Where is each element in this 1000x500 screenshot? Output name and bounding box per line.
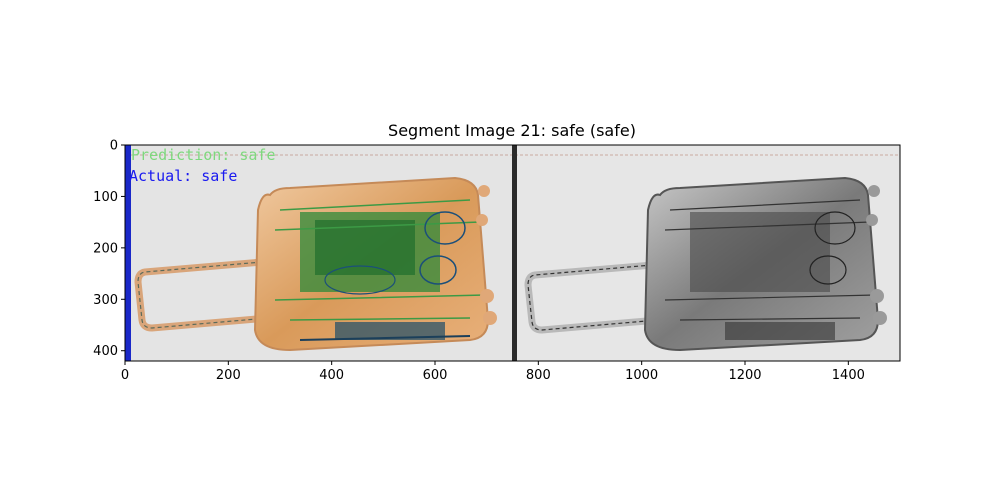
y-tick-label: 400 <box>93 344 118 359</box>
color-bag <box>134 176 497 352</box>
x-tick-label: 0 <box>121 368 129 383</box>
y-tick-label: 0 <box>110 139 118 154</box>
y-tick-label: 200 <box>93 241 118 256</box>
x-tick-label: 600 <box>423 368 448 383</box>
x-tick-label: 400 <box>319 368 344 383</box>
y-tick-label: 100 <box>93 190 118 205</box>
prediction-label: Prediction: safe <box>131 146 276 164</box>
x-axis: 0 200 400 600 800 1000 1200 1400 <box>121 361 865 383</box>
axes-frame <box>124 144 901 362</box>
grayscale-bag <box>524 176 887 352</box>
left-blue-bar <box>125 145 131 361</box>
panel-divider <box>512 145 517 361</box>
plot-area: Prediction: safe Actual: safe <box>125 145 900 361</box>
x-tick-label: 800 <box>526 368 551 383</box>
x-tick-label: 200 <box>216 368 241 383</box>
x-tick-label: 1200 <box>728 368 761 383</box>
x-tick-label: 1000 <box>625 368 658 383</box>
y-axis: 0 100 200 300 400 <box>93 139 125 359</box>
actual-label: Actual: safe <box>129 167 237 185</box>
y-tick-label: 300 <box>93 293 118 308</box>
x-tick-label: 1400 <box>832 368 865 383</box>
chart-title: Segment Image 21: safe (safe) <box>388 121 636 140</box>
